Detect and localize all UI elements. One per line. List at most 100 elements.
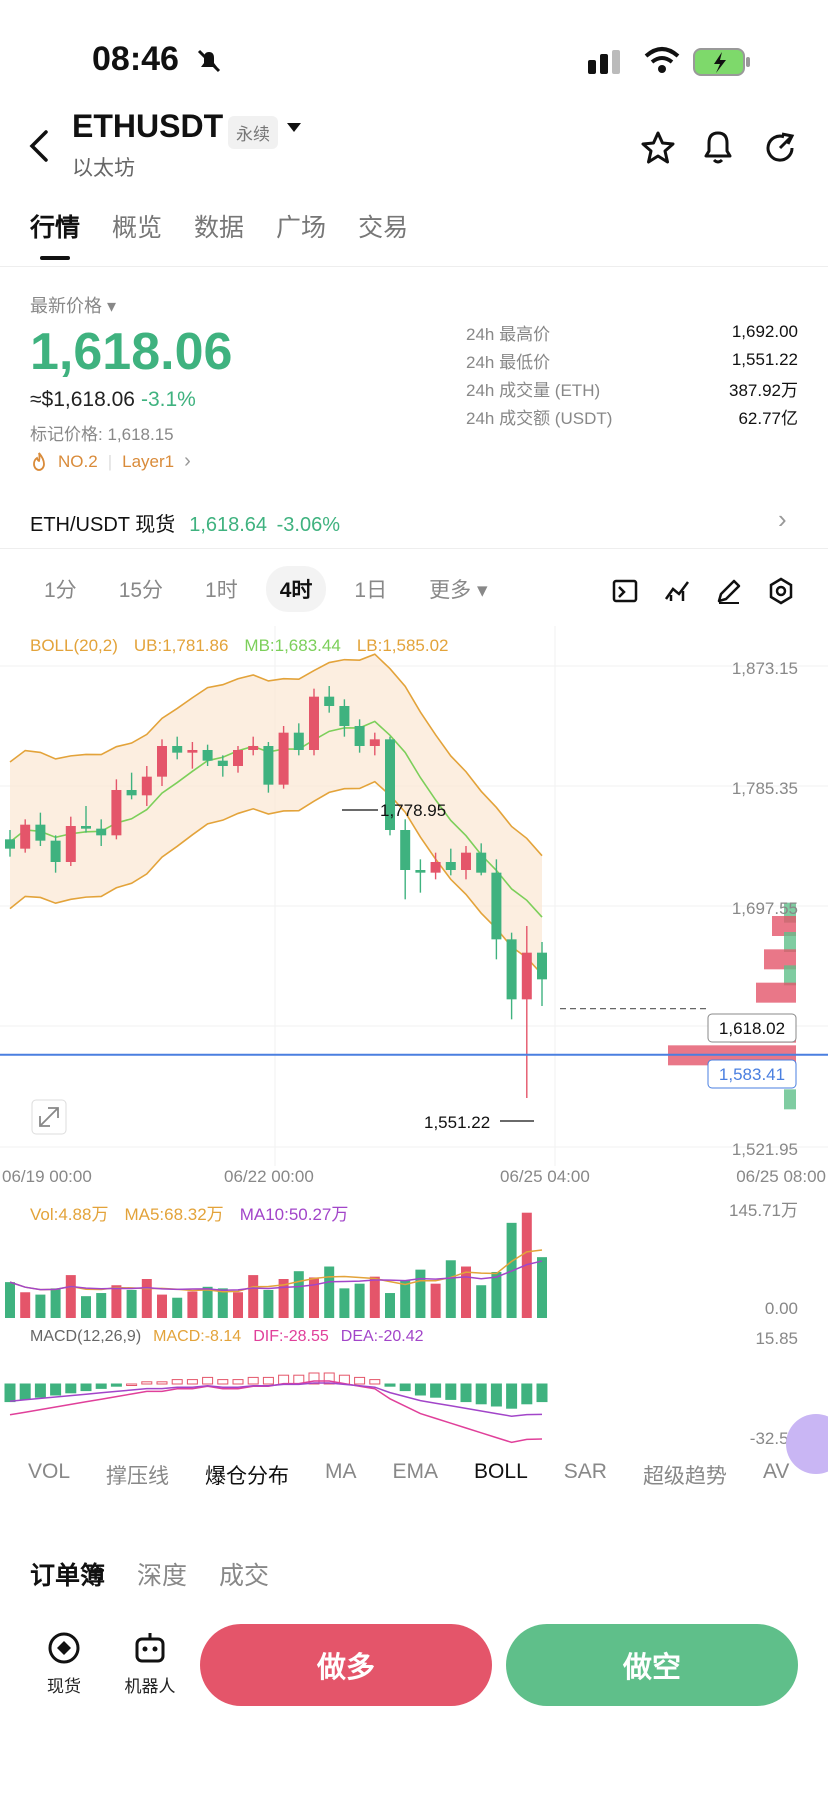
tf-more[interactable]: 更多 ▾ <box>429 579 488 602</box>
tab-square[interactable]: 广场 <box>276 214 327 242</box>
macd-bar <box>384 1383 396 1387</box>
short-button[interactable]: 做空 <box>506 1624 798 1706</box>
line-price-tag[interactable]: 1,583.41 <box>707 1059 797 1089</box>
settings-icon[interactable] <box>762 572 800 610</box>
candle <box>111 779 122 840</box>
candle-body <box>20 824 31 849</box>
volume-bar <box>324 1266 335 1318</box>
kline-chart[interactable]: 1,873.15 1,785.35 1,697.55 1,521.95 1,61… <box>0 626 828 1446</box>
fullscreen-chart-icon[interactable] <box>606 572 644 610</box>
tag-row[interactable]: NO.2 | Layer1 › <box>30 450 191 473</box>
symbol-title[interactable]: ETHUSDT <box>72 108 224 144</box>
macd-dea: DEA:-20.42 <box>340 1328 424 1345</box>
ind-sar[interactable]: SAR <box>563 1460 607 1483</box>
tf-1m[interactable]: 1分 <box>44 579 77 602</box>
dropdown-icon[interactable] <box>286 122 302 134</box>
candle <box>126 772 137 800</box>
back-icon[interactable] <box>28 128 50 164</box>
high-value: 1,778.95 <box>380 801 446 820</box>
expand-chart-button[interactable] <box>31 1099 67 1135</box>
liquidation-bar <box>784 932 796 952</box>
candle-body <box>50 840 61 862</box>
liquidation-bar <box>764 949 796 970</box>
price-change: -3.1% <box>140 388 196 411</box>
bell-icon[interactable] <box>700 128 736 166</box>
boll-upper-line <box>9 653 543 857</box>
time-axis-label: 06/22 00:00 <box>224 1167 314 1186</box>
ind-support[interactable]: 撑压线 <box>106 1465 170 1488</box>
volume-bar <box>445 1260 456 1318</box>
candle-body <box>369 739 380 746</box>
candle-body <box>339 706 350 726</box>
macd-bar <box>126 1383 138 1386</box>
tab-depth[interactable]: 深度 <box>137 1562 188 1590</box>
tab-orderbook[interactable]: 订单簿 <box>30 1562 106 1590</box>
bot-nav-button[interactable]: 机器人 <box>110 1630 190 1697</box>
tab-trades[interactable]: 成交 <box>219 1562 270 1590</box>
boll-legend: BOLL(20,2) UB:1,781.86 MB:1,683.44 LB:1,… <box>30 636 449 656</box>
ind-supertrend[interactable]: 超级趋势 <box>642 1465 727 1488</box>
spot-row[interactable]: ETH/USDT 现货 1,618.64 -3.06% <box>30 508 340 537</box>
wifi-icon <box>644 47 680 73</box>
macd-bar <box>141 1381 153 1385</box>
stat-row: 24h 成交量 (ETH) 387.92万 <box>466 374 798 402</box>
spot-chevron-icon[interactable]: › <box>778 504 787 534</box>
ind-ema[interactable]: EMA <box>392 1460 439 1483</box>
ind-boll[interactable]: BOLL <box>474 1460 528 1483</box>
long-button[interactable]: 做多 <box>200 1624 492 1706</box>
ind-ma[interactable]: MA <box>325 1460 357 1483</box>
spot-icon <box>48 1632 80 1664</box>
ind-vol[interactable]: VOL <box>28 1460 71 1483</box>
macd-bar <box>80 1383 92 1392</box>
macd-axis-label: -32.58 <box>750 1429 798 1446</box>
mark-price: 标记价格: 1,618.15 <box>30 425 174 444</box>
volume-bar <box>111 1285 122 1318</box>
candle <box>537 942 547 1006</box>
volume-bar <box>430 1283 441 1318</box>
macd-legend: MACD(12,26,9) MACD:-8.14 DIF:-28.55 DEA:… <box>30 1328 424 1346</box>
vol-value: Vol:4.88万 <box>30 1205 109 1224</box>
volume-bar <box>293 1271 304 1318</box>
indicator-icon[interactable] <box>658 572 696 610</box>
macd-bar <box>430 1383 442 1398</box>
ind-liquidation[interactable]: 爆仓分布 <box>205 1465 290 1488</box>
tab-trade[interactable]: 交易 <box>358 214 409 242</box>
candle-body <box>521 952 532 1000</box>
spot-nav-button[interactable]: 现货 <box>24 1630 104 1697</box>
current-price-tag: 1,618.02 <box>707 1013 797 1043</box>
candle <box>278 726 289 789</box>
candle <box>324 686 335 713</box>
tab-overview[interactable]: 概览 <box>112 214 163 242</box>
tf-15m[interactable]: 15分 <box>118 579 164 602</box>
volume-bar <box>385 1293 395 1318</box>
draw-icon[interactable] <box>710 572 748 610</box>
tf-1h[interactable]: 1时 <box>205 579 238 602</box>
time-axis-label: 06/19 00:00 <box>2 1167 92 1186</box>
volume-bar <box>126 1289 137 1318</box>
tab-data[interactable]: 数据 <box>194 214 245 242</box>
candle-body <box>126 790 137 796</box>
ind-av[interactable]: AV <box>762 1460 790 1483</box>
candle-body <box>354 726 365 746</box>
tf-1d[interactable]: 1日 <box>354 579 388 602</box>
volume-bar <box>415 1269 426 1318</box>
candle <box>354 719 365 753</box>
macd-bar <box>110 1383 122 1387</box>
assistant-bubble-icon[interactable] <box>786 1414 828 1474</box>
candle <box>50 835 61 873</box>
candle-body <box>263 746 274 785</box>
candle <box>233 746 243 773</box>
price-label[interactable]: 最新价格 ▾ <box>30 296 117 316</box>
tab-market[interactable]: 行情 <box>30 208 80 260</box>
spot-change: -3.06% <box>276 514 340 536</box>
star-icon[interactable] <box>640 130 676 166</box>
time-axis-label: 06/25 08:00 <box>736 1167 826 1186</box>
stat-key: 24h 成交量 (ETH) <box>466 380 601 400</box>
share-icon[interactable] <box>762 130 798 166</box>
macd-bar <box>156 1381 168 1385</box>
macd-bars <box>4 1372 548 1409</box>
book-tabs: 订单簿 深度 成交 <box>30 1556 269 1592</box>
tf-4h[interactable]: 4时 <box>265 566 327 612</box>
volume-bar <box>400 1280 411 1318</box>
candle <box>309 688 319 756</box>
